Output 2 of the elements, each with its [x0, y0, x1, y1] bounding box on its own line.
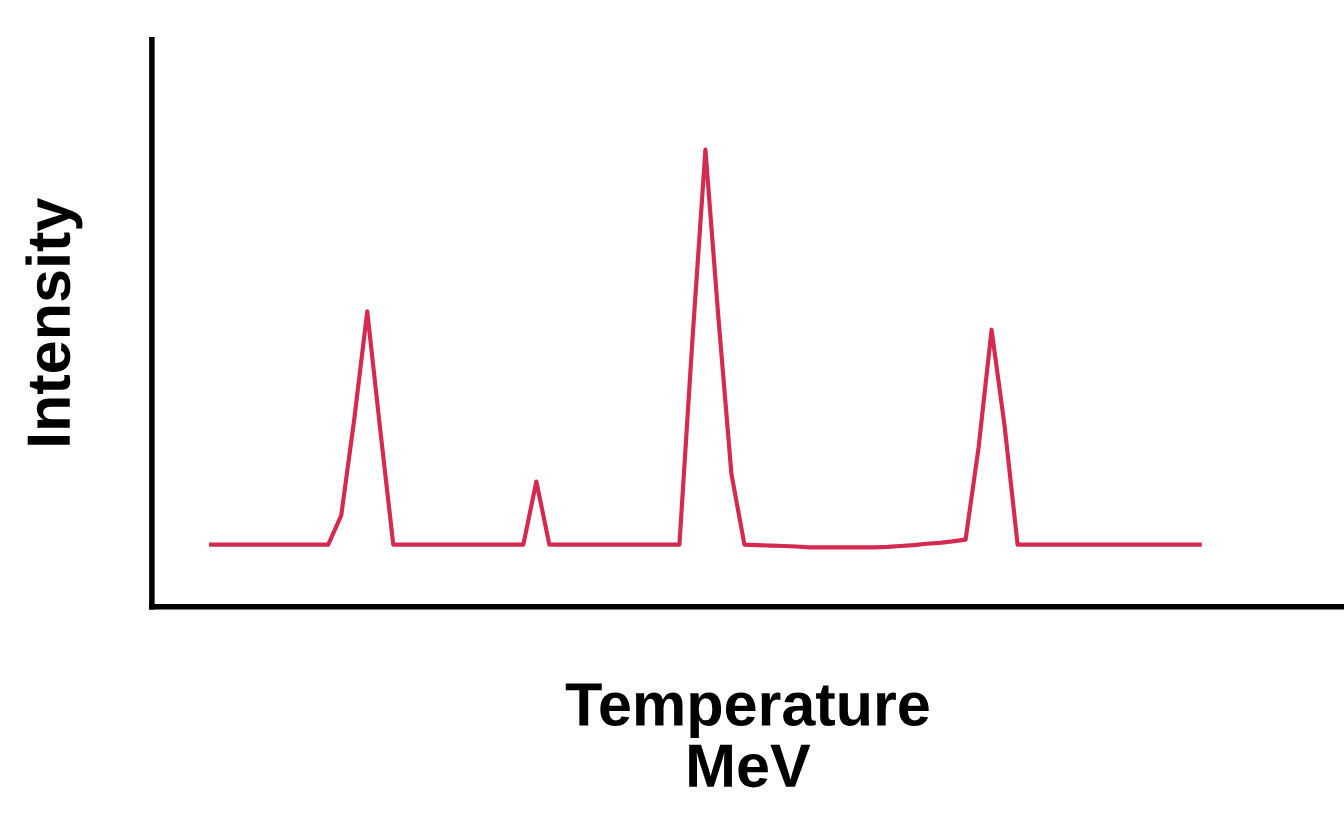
x-axis-title: Temperature MeV	[565, 683, 929, 788]
y-axis-title: Intensity	[25, 197, 83, 445]
